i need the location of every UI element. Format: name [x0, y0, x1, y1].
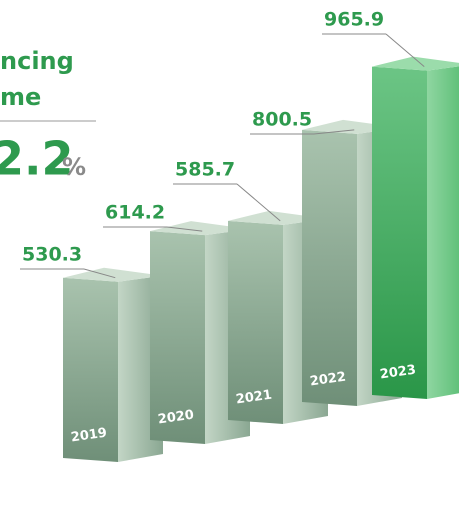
bar [372, 56, 459, 400]
x-tick-label: 2019 [70, 426, 108, 446]
bar-front [228, 220, 283, 424]
title-line: me [0, 83, 41, 111]
growth-value: 2.2 [0, 132, 74, 186]
bar-top [150, 221, 250, 236]
value-label: 800.5 [252, 109, 312, 131]
bar-top [372, 56, 459, 71]
bar-side [427, 66, 459, 399]
leader-line [313, 129, 355, 135]
title-line: ncing [0, 47, 74, 75]
leader-line [385, 33, 425, 67]
value-label: 614.2 [105, 202, 165, 224]
growth-unit: % [62, 153, 86, 181]
bar-front [302, 129, 357, 406]
value-label: 965.9 [324, 9, 384, 31]
x-tick-label: 2023 [379, 363, 417, 383]
leader-line [83, 268, 116, 279]
leader-line [166, 226, 203, 232]
x-tick-label: 2022 [309, 370, 347, 390]
x-tick-label: 2021 [235, 388, 273, 408]
bar-front [372, 66, 427, 400]
x-tick-label: 2020 [157, 408, 195, 428]
value-label: 585.7 [175, 159, 235, 181]
bar-front [150, 231, 205, 444]
bar-top [63, 267, 163, 282]
leader-line [236, 183, 281, 222]
value-label: 530.3 [22, 244, 82, 266]
bar-front [63, 277, 118, 462]
